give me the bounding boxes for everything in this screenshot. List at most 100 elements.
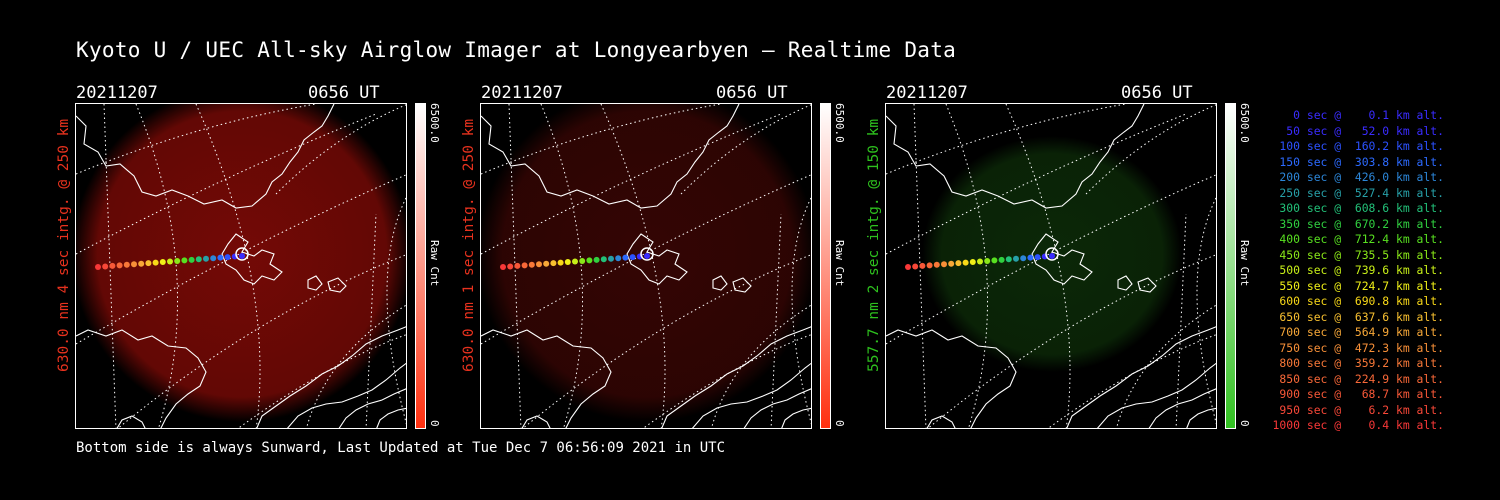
legend-row: 200 sec @ 426.0 km alt. — [1272, 170, 1444, 184]
grid-line — [135, 104, 179, 428]
panel-2-side-label: 630.0 nm 1 sec intg. @ 250 km — [461, 118, 477, 372]
airglow-region — [76, 104, 406, 422]
grid-line — [711, 304, 811, 428]
trajectory-point — [905, 264, 911, 270]
panel-2-time: 0656 UT — [716, 83, 788, 103]
trajectory-point — [969, 259, 976, 266]
trajectory-point — [95, 264, 101, 270]
grid-line — [945, 104, 989, 428]
legend-row: 650 sec @ 637.6 km alt. — [1272, 309, 1444, 324]
coastline — [1137, 277, 1157, 293]
coastline — [116, 415, 146, 428]
trajectory-point — [629, 254, 636, 261]
coastline — [1096, 362, 1216, 428]
trajectory-point — [593, 256, 600, 263]
panel-2-date: 20211207 — [481, 83, 563, 103]
coastline — [691, 362, 811, 428]
trajectory-point — [600, 256, 607, 263]
trajectory-point — [608, 255, 614, 262]
grid-line — [195, 104, 261, 428]
coastline — [712, 275, 728, 291]
panel-2-colorbar-min: 0 — [833, 420, 846, 427]
legend-row: 750 sec @ 472.3 km alt. — [1272, 340, 1444, 355]
trajectory-point — [224, 254, 231, 261]
coastline — [256, 326, 406, 428]
trajectory-point — [550, 260, 557, 267]
trajectory-legend: 0 sec @ 0.1 km alt. 50 sec @ 52.0 km alt… — [1260, 108, 1444, 434]
panel-1-time: 0656 UT — [308, 83, 380, 103]
trajectory-point — [514, 262, 521, 269]
trajectory-point — [1034, 254, 1041, 261]
panel-3-time: 0656 UT — [1121, 83, 1193, 103]
trajectory-point — [131, 261, 137, 268]
trajectory-point — [138, 260, 145, 267]
trajectory-point — [217, 254, 224, 261]
grid-line — [522, 254, 811, 428]
trajectory-point — [528, 261, 535, 268]
coastline — [286, 362, 406, 428]
trajectory-point — [579, 257, 586, 264]
trajectory-point — [977, 258, 983, 265]
legend-row: 0 sec @ 0.1 km alt. — [1272, 108, 1444, 122]
trajectory-point — [564, 259, 571, 266]
coastline — [1117, 275, 1133, 291]
legend-row: 950 sec @ 6.2 km alt. — [1272, 402, 1444, 417]
legend-row: 400 sec @ 712.4 km alt. — [1272, 232, 1444, 246]
grid-line — [1085, 104, 1216, 195]
coastline — [1148, 388, 1216, 428]
trajectory-point — [102, 263, 109, 270]
panel-2-colorbar-unit: Raw Cnt — [833, 240, 846, 287]
coastline — [521, 415, 551, 428]
trajectory-point — [152, 259, 159, 266]
coastline — [481, 329, 612, 428]
trajectory-point — [123, 261, 130, 268]
panel-1-colorbar-unit: Raw Cnt — [428, 240, 441, 287]
coastline — [626, 233, 688, 285]
panel-3-side-label: 557.7 nm 2 sec intg. @ 150 km — [866, 118, 882, 372]
coastline — [926, 415, 956, 428]
panel-3-colorbar — [1225, 103, 1236, 429]
grid-line — [365, 213, 377, 428]
panel-3-sky-map — [885, 103, 1217, 429]
panel-3-colorbar-min: 0 — [1238, 420, 1251, 427]
coastline — [307, 275, 323, 291]
trajectory-point — [1005, 256, 1012, 263]
trajectory-point — [1020, 255, 1027, 262]
grid-line — [770, 213, 782, 428]
panel-1-colorbar-max: 6500.0 — [428, 103, 441, 143]
observatory-marker — [640, 247, 654, 261]
panel-3-colorbar-max: 6500.0 — [1238, 103, 1251, 143]
trajectory-point — [203, 255, 209, 262]
trajectory-point — [536, 261, 542, 268]
legend-row: 50 sec @ 52.0 km alt. — [1272, 123, 1444, 138]
grid-line — [540, 104, 584, 428]
grid-line — [481, 174, 811, 345]
grid-line — [76, 104, 317, 175]
grid-line — [481, 104, 722, 175]
coastline — [886, 104, 1145, 209]
trajectory-point — [195, 256, 202, 263]
panel-3-date: 20211207 — [886, 83, 968, 103]
panel-1-date: 20211207 — [76, 83, 158, 103]
trajectory-point — [962, 259, 969, 266]
trajectory-point — [145, 260, 152, 267]
grid-line — [76, 174, 406, 345]
legend-row: 1000 sec @ 0.4 km alt. — [1272, 418, 1444, 432]
legend-row: 700 sec @ 564.9 km alt. — [1272, 325, 1444, 339]
trajectory-point — [1027, 254, 1034, 261]
coastline — [376, 407, 406, 428]
coastline — [327, 277, 347, 293]
grid-line — [791, 197, 811, 425]
legend-row: 800 sec @ 359.2 km alt. — [1272, 356, 1444, 370]
grid-line — [117, 254, 406, 428]
legend-row: 100 sec @ 160.2 km alt. — [1272, 139, 1444, 153]
trajectory-point — [919, 262, 926, 269]
trajectory-point — [984, 257, 991, 264]
coastline — [76, 104, 335, 209]
trajectory-point — [1049, 253, 1055, 259]
grid-line — [275, 104, 406, 195]
legend-row: 500 sec @ 739.6 km alt. — [1272, 263, 1444, 277]
airglow-region — [481, 104, 811, 422]
grid-line — [886, 113, 1187, 255]
coastline — [1031, 233, 1093, 285]
